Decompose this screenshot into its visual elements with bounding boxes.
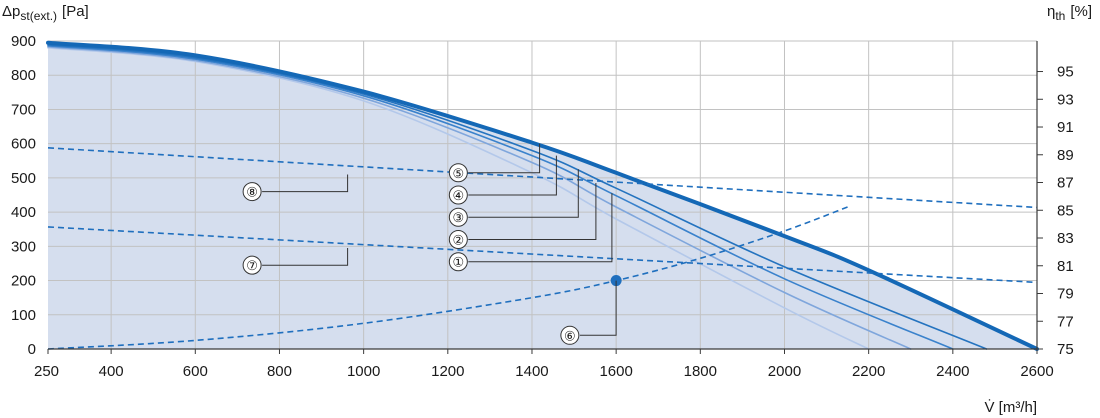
- callout-marker: [448, 252, 468, 272]
- y-left-tick-label: 300: [11, 238, 36, 255]
- y-left-tick-label: 900: [11, 33, 36, 50]
- callout-marker: [448, 185, 468, 205]
- y-right-tick-label: 95: [1057, 64, 1074, 81]
- callout-leader: [262, 174, 349, 193]
- callout-label: ②: [453, 232, 465, 247]
- x-tick-label: 1400: [515, 363, 548, 380]
- y-axis-right-title-unit: [%]: [1070, 3, 1092, 20]
- y-right-tick-label: 85: [1057, 202, 1074, 219]
- callout-marker: [448, 229, 468, 249]
- y-left-tick-label: 500: [11, 170, 36, 187]
- x-tick-label: 2400: [936, 363, 969, 380]
- axes: 250 400 600 800 1000 1200 1400 1600 1800 2000 2200…: [11, 33, 1074, 380]
- y-axis-left-title: Δpst(ext.) [Pa]: [2, 3, 89, 23]
- callout-marker: [448, 163, 468, 183]
- x-tick-label: 400: [99, 363, 124, 380]
- performance-area-fill: [48, 42, 1037, 349]
- y-left-tick-label: 700: [11, 101, 36, 118]
- callout-marker: [242, 255, 262, 275]
- x-tick-label: 250: [34, 363, 59, 380]
- performance-area: [48, 42, 1037, 349]
- callout-label: ⑥: [564, 328, 576, 343]
- y-left-tick-label: 200: [11, 273, 36, 290]
- efficiency-curve-7: [47, 226, 1038, 284]
- callout-marker: [242, 182, 262, 202]
- callout-leader: [579, 280, 617, 336]
- fan-curve-3: [47, 45, 954, 350]
- grid-lines: [48, 40, 1037, 349]
- efficiency-curve-8: [47, 147, 1038, 209]
- x-tick-label: 2600: [1020, 363, 1053, 380]
- y-right-tick-label: 91: [1057, 119, 1074, 136]
- y-axis-right-title: ηth [%]: [1047, 3, 1092, 23]
- y-right-tick-label: 77: [1057, 313, 1074, 330]
- y-left-tick-label: 600: [11, 136, 36, 153]
- fan-curves: [46, 40, 1039, 351]
- callout-label: ①: [453, 255, 465, 270]
- callout-label: ⑤: [453, 166, 465, 181]
- callouts: ⑤ ④ ③ ② ① ⑧ ⑦ ⑥: [242, 143, 617, 345]
- callout-label: ③: [453, 210, 465, 225]
- fan-curve-2: [47, 46, 912, 350]
- y-left-tick-label: 800: [11, 67, 36, 84]
- y-axis-right-title-sub: th: [1055, 9, 1065, 23]
- x-axis-title: V̇ [m³/h]: [984, 399, 1037, 416]
- y-left-tick-label: 100: [11, 307, 36, 324]
- x-tick-label: 800: [267, 363, 292, 380]
- x-tick-label: 600: [183, 363, 208, 380]
- y-right-tick-label: 87: [1057, 175, 1074, 192]
- y-right-tick-label: 89: [1057, 147, 1074, 164]
- callout-leader: [468, 155, 557, 196]
- y-axis-right-title-main: η: [1047, 3, 1055, 20]
- callout-label: ⑧: [246, 185, 258, 200]
- callout-marker: [448, 207, 468, 227]
- y-axis-left-title-main: Δp: [2, 3, 20, 20]
- fan-curve-5: [46, 40, 1039, 351]
- x-tick-label: 2000: [768, 363, 801, 380]
- callout-marker: [560, 325, 580, 345]
- y-right-tick-label: 79: [1057, 286, 1074, 303]
- callout-leader: [468, 193, 613, 263]
- y-left-tick-label: 0: [28, 341, 36, 358]
- x-tick-label: 1600: [599, 363, 632, 380]
- callout-leader: [468, 143, 541, 174]
- callout-leader: [468, 169, 579, 218]
- callout-leader: [468, 183, 597, 240]
- operating-point: [610, 275, 622, 287]
- fan-curve-1: [47, 47, 870, 350]
- x-tick-label: 1200: [431, 363, 464, 380]
- x-tick-label: 2200: [852, 363, 885, 380]
- y-axis-left-title-sub: st(ext.): [20, 9, 57, 23]
- y-left-tick-label: 400: [11, 204, 36, 221]
- dashed-curves: [47, 147, 1038, 350]
- y-right-tick-label: 83: [1057, 230, 1074, 247]
- x-tick-label: 1000: [347, 363, 380, 380]
- x-tick-label: 1800: [684, 363, 717, 380]
- y-right-tick-label: 81: [1057, 258, 1074, 275]
- y-right-tick-label: 75: [1057, 341, 1074, 358]
- callout-label: ④: [453, 188, 465, 203]
- y-axis-left-title-unit: [Pa]: [62, 3, 89, 20]
- callout-label: ⑦: [246, 258, 258, 273]
- y-right-tick-label: 93: [1057, 91, 1074, 108]
- callout-leader: [262, 248, 349, 266]
- fan-curve-4: [47, 44, 988, 350]
